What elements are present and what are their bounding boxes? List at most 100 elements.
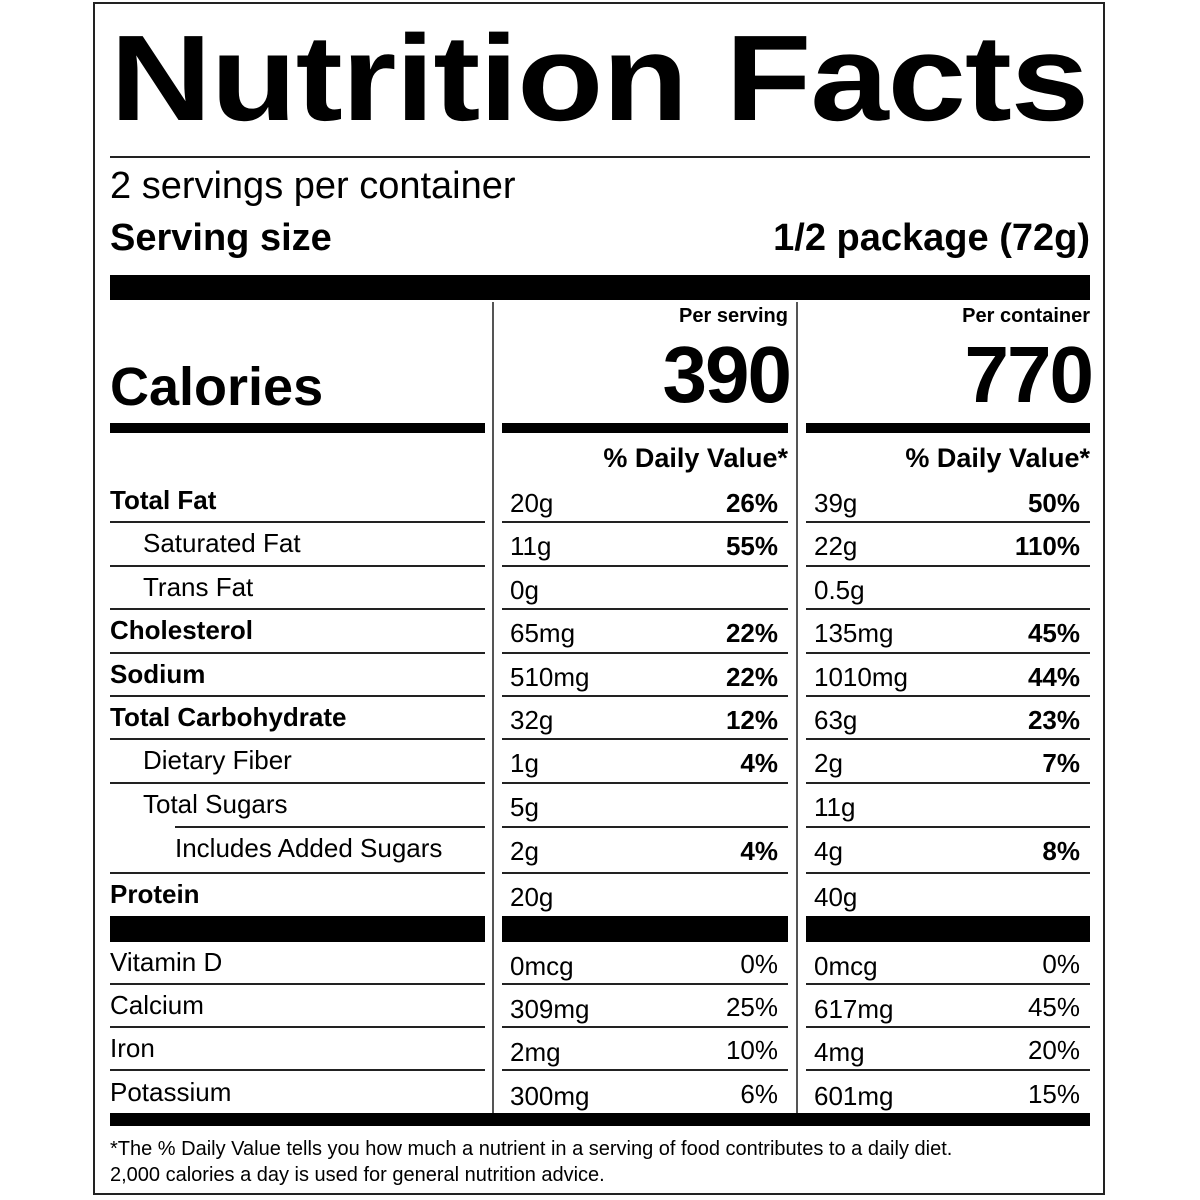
amount-calcium: 617mg — [814, 994, 894, 1024]
daily-value-calcium: 25% — [725, 992, 778, 1022]
daily-value-calcium: 45% — [1027, 992, 1080, 1022]
daily-value-total-carbohydrate: 23% — [1027, 705, 1080, 735]
column-divider — [492, 302, 494, 1113]
vitamin-label-potassium: Potassium — [110, 1077, 232, 1107]
row-divider — [110, 1069, 485, 1071]
amount-dietary-fiber: 2g — [814, 748, 843, 778]
row-divider — [110, 565, 485, 567]
daily-value-dietary-fiber: 4% — [740, 748, 778, 778]
amount-calcium: 309mg — [510, 994, 590, 1024]
row-divider — [110, 782, 485, 784]
amount-potassium: 300mg — [510, 1081, 590, 1111]
daily-value-total-fat: 26% — [725, 488, 778, 518]
row-divider — [806, 652, 1090, 654]
row-divider — [110, 872, 485, 874]
daily-value-potassium: 15% — [1027, 1079, 1080, 1109]
row-divider — [806, 608, 1090, 610]
row-divider — [502, 738, 788, 740]
column-divider — [796, 302, 798, 1113]
row-divider — [502, 872, 788, 874]
per-container-header: Per container — [962, 305, 1090, 327]
amount-cholesterol: 135mg — [814, 618, 894, 648]
row-divider — [502, 782, 788, 784]
daily-value-iron: 20% — [1027, 1035, 1080, 1065]
nutrient-label-saturated-fat: Saturated Fat — [143, 528, 301, 558]
nutrient-label-includes-added-sugars: Includes Added Sugars — [175, 833, 443, 863]
daily-value-includes-added-sugars: 4% — [740, 836, 778, 866]
vitamin-label-calcium: Calcium — [110, 990, 204, 1020]
serving-size-value: 1/2 package (72g) — [773, 217, 1090, 259]
row-divider — [806, 872, 1090, 874]
daily-value-saturated-fat: 55% — [725, 531, 778, 561]
nutrient-label-protein: Protein — [110, 879, 200, 909]
serving-size-label: Serving size — [110, 217, 332, 259]
daily-value-cholesterol: 45% — [1027, 618, 1080, 648]
amount-total-carbohydrate: 63g — [814, 705, 858, 735]
divider — [110, 156, 1090, 158]
amount-dietary-fiber: 1g — [510, 748, 539, 778]
daily-value-potassium: 6% — [740, 1079, 778, 1109]
row-divider — [806, 565, 1090, 567]
row-divider — [110, 652, 485, 654]
amount-sodium: 1010mg — [814, 662, 908, 692]
row-divider — [806, 1069, 1090, 1071]
medium-divider — [502, 423, 788, 433]
row-divider — [806, 826, 1090, 828]
servings-per-container: 2 servings per container — [110, 165, 516, 207]
nutrient-label-dietary-fiber: Dietary Fiber — [143, 745, 292, 775]
row-divider — [110, 521, 485, 523]
row-divider — [806, 521, 1090, 523]
nutrient-label-total-carbohydrate: Total Carbohydrate — [110, 702, 347, 732]
amount-total-fat: 20g — [510, 488, 554, 518]
row-divider — [175, 826, 485, 828]
row-divider — [502, 1026, 788, 1028]
nutrient-label-cholesterol: Cholesterol — [110, 615, 254, 645]
vitamin-label-iron: Iron — [110, 1033, 155, 1063]
row-divider — [502, 695, 788, 697]
amount-saturated-fat: 22g — [814, 531, 858, 561]
row-divider — [110, 1026, 485, 1028]
daily-value-dietary-fiber: 7% — [1042, 748, 1080, 778]
thick-divider — [110, 275, 1090, 300]
thick-divider — [110, 916, 485, 942]
calories-per-serving: 390 — [662, 330, 792, 419]
row-divider — [110, 738, 485, 740]
daily-value-sodium: 22% — [725, 662, 778, 692]
row-divider — [110, 608, 485, 610]
row-divider — [502, 565, 788, 567]
nutrient-label-trans-fat: Trans Fat — [143, 572, 254, 602]
row-divider — [806, 738, 1090, 740]
amount-vitamin-d: 0mcg — [510, 951, 574, 981]
row-divider — [806, 695, 1090, 697]
daily-value-vitamin-d: 0% — [740, 949, 778, 979]
footnote: *The % Daily Value tells you how much a … — [110, 1136, 952, 1188]
daily-value-cholesterol: 22% — [725, 618, 778, 648]
vitamin-label-vitamin-d: Vitamin D — [110, 947, 223, 977]
row-divider — [110, 695, 485, 697]
amount-saturated-fat: 11g — [510, 531, 552, 561]
calories-label: Calories — [110, 357, 324, 417]
amount-total-carbohydrate: 32g — [510, 705, 554, 735]
daily-value-header: % Daily Value* — [905, 443, 1090, 473]
label-title: Nutrition Facts — [110, 10, 1089, 146]
medium-divider — [806, 423, 1090, 433]
row-divider — [502, 826, 788, 828]
amount-iron: 2mg — [510, 1037, 561, 1067]
amount-sodium: 510mg — [510, 662, 590, 692]
daily-value-iron: 10% — [725, 1035, 778, 1065]
amount-trans-fat: 0g — [510, 575, 539, 605]
amount-cholesterol: 65mg — [510, 618, 576, 648]
amount-potassium: 601mg — [814, 1081, 894, 1111]
amount-total-sugars: 11g — [814, 792, 856, 822]
daily-value-vitamin-d: 0% — [1042, 949, 1080, 979]
row-divider — [502, 521, 788, 523]
footnote-line: *The % Daily Value tells you how much a … — [110, 1138, 953, 1160]
amount-total-sugars: 5g — [510, 792, 539, 822]
row-divider — [502, 608, 788, 610]
row-divider — [502, 983, 788, 985]
per-serving-header: Per serving — [679, 305, 788, 327]
row-divider — [502, 652, 788, 654]
label-border — [93, 2, 1105, 1195]
amount-protein: 40g — [814, 882, 858, 912]
footnote-line: 2,000 calories a day is used for general… — [110, 1164, 605, 1186]
